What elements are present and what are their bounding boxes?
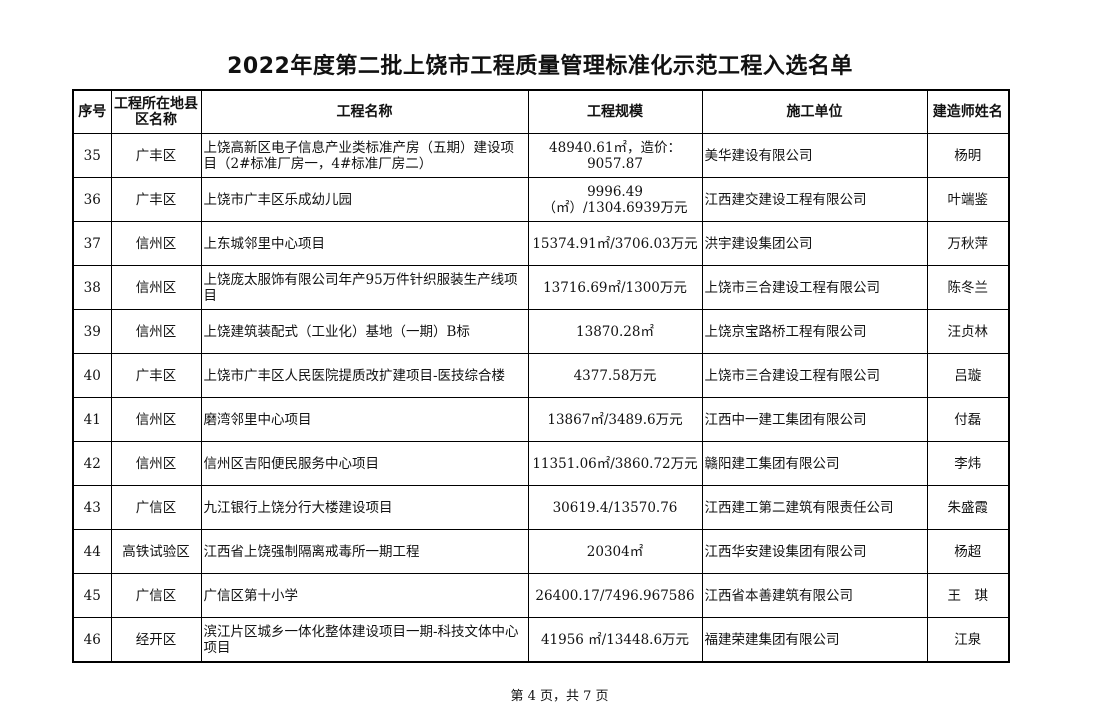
table-row: 38 信州区 上饶庞太服饰有限公司年产95万件针织服装生产线项目 13716.69㎡/… [72, 265, 1010, 310]
cell-project: 广信区第十小学 [200, 573, 529, 618]
cell-no: 38 [72, 265, 112, 310]
page-title: 2022年度第二批上饶市工程质量管理标准化示范工程入选名单 [227, 54, 853, 79]
cell-builder: 付磊 [926, 397, 1010, 442]
cell-no: 43 [72, 485, 112, 530]
cell-region: 信州区 [110, 265, 202, 310]
cell-project: 九江银行上饶分行大楼建设项目 [200, 485, 529, 530]
table-row: 43 广信区 九江银行上饶分行大楼建设项目 30619.4/13570.76 江西建工第… [72, 485, 1010, 530]
table-row: 41 信州区 磨湾邻里中心项目 13867㎡/3489.6万元 江西中一建工集团有限公司… [72, 397, 1010, 442]
cell-company: 上饶京宝路桥工程有限公司 [701, 309, 928, 354]
cell-project: 上饶市广丰区人民医院提质改扩建项目-医技综合楼 [200, 353, 529, 398]
cell-region: 信州区 [110, 441, 202, 486]
cell-region: 高铁试验区 [110, 529, 202, 574]
cell-builder: 杨明 [926, 133, 1010, 178]
cell-region: 经开区 [110, 617, 202, 663]
cell-no: 45 [72, 573, 112, 618]
cell-no: 44 [72, 529, 112, 574]
cell-scale: 30619.4/13570.76 [527, 485, 703, 530]
cell-builder: 江泉 [926, 617, 1010, 663]
cell-scale: 4377.58万元 [527, 353, 703, 398]
header-builder: 建造师姓名 [926, 89, 1010, 134]
cell-scale: 11351.06㎡/3860.72万元 [527, 441, 703, 486]
table-header-row: 序号 工程所在地县区名称 工程名称 工程规模 施工单位 建造师姓名 [72, 89, 1010, 134]
cell-no: 39 [72, 309, 112, 354]
cell-no: 46 [72, 617, 112, 663]
cell-project: 磨湾邻里中心项目 [200, 397, 529, 442]
cell-project: 上饶建筑装配式（工业化）基地（一期）B标 [200, 309, 529, 354]
cell-project: 上东城邻里中心项目 [200, 221, 529, 266]
header-project: 工程名称 [200, 89, 529, 134]
table-row: 39 信州区 上饶建筑装配式（工业化）基地（一期）B标 13870.28㎡ 上饶京宝路桥… [72, 309, 1010, 354]
cell-builder: 吕璇 [926, 353, 1010, 398]
table-row: 37 信州区 上东城邻里中心项目 15374.91㎡/3706.03万元 洪宇建设集团公… [72, 221, 1010, 266]
cell-no: 37 [72, 221, 112, 266]
cell-builder: 叶端鉴 [926, 177, 1010, 222]
cell-no: 35 [72, 133, 112, 178]
cell-builder: 陈冬兰 [926, 265, 1010, 310]
cell-scale: 13716.69㎡/1300万元 [527, 265, 703, 310]
cell-project: 上饶市广丰区乐成幼儿园 [200, 177, 529, 222]
cell-company: 福建荣建集团有限公司 [701, 617, 928, 663]
cell-builder: 万秋萍 [926, 221, 1010, 266]
cell-region: 广信区 [110, 485, 202, 530]
page-number: 第 4 页，共 7 页 [510, 689, 609, 704]
cell-builder: 王 琪 [926, 573, 1010, 618]
cell-builder: 汪贞林 [926, 309, 1010, 354]
cell-no: 42 [72, 441, 112, 486]
header-no: 序号 [72, 89, 112, 134]
table-row: 35 广丰区 上饶高新区电子信息产业类标准产房（五期）建设项目（2#标准厂房一，4#… [72, 133, 1010, 178]
header-company: 施工单位 [701, 89, 928, 134]
cell-builder: 朱盛霞 [926, 485, 1010, 530]
cell-scale: 15374.91㎡/3706.03万元 [527, 221, 703, 266]
table-row: 46 经开区 滨江片区城乡一体化整体建设项目一期-科技文体中心项目 41956 ㎡/1… [72, 617, 1010, 663]
cell-project: 信州区吉阳便民服务中心项目 [200, 441, 529, 486]
cell-scale: 9996.49（㎡）/1304.6939万元 [527, 177, 703, 222]
cell-region: 信州区 [110, 221, 202, 266]
cell-project: 上饶庞太服饰有限公司年产95万件针织服装生产线项目 [200, 265, 529, 310]
cell-no: 36 [72, 177, 112, 222]
cell-scale: 13867㎡/3489.6万元 [527, 397, 703, 442]
cell-region: 信州区 [110, 397, 202, 442]
cell-builder: 李炜 [926, 441, 1010, 486]
cell-scale: 13870.28㎡ [527, 309, 703, 354]
cell-project: 滨江片区城乡一体化整体建设项目一期-科技文体中心项目 [200, 617, 529, 663]
cell-region: 广信区 [110, 573, 202, 618]
cell-company: 江西中一建工集团有限公司 [701, 397, 928, 442]
cell-no: 41 [72, 397, 112, 442]
header-scale: 工程规模 [527, 89, 703, 134]
cell-company: 上饶市三合建设工程有限公司 [701, 353, 928, 398]
cell-scale: 26400.17/7496.967586 [527, 573, 703, 618]
table-row: 42 信州区 信州区吉阳便民服务中心项目 11351.06㎡/3860.72万元 赣阳建… [72, 441, 1010, 486]
project-table: 序号 工程所在地县区名称 工程名称 工程规模 施工单位 建造师姓名 35 广丰区上… [72, 89, 1010, 663]
cell-region: 广丰区 [110, 133, 202, 178]
table-row: 40 广丰区 上饶市广丰区人民医院提质改扩建项目-医技综合楼 4377.58万元 上饶市… [72, 353, 1010, 398]
cell-project: 上饶高新区电子信息产业类标准产房（五期）建设项目（2#标准厂房一，4#标准厂房二… [200, 133, 529, 178]
table-row: 45 广信区 广信区第十小学 26400.17/7496.967586 江西省本善建筑有… [72, 573, 1010, 618]
cell-company: 江西省本善建筑有限公司 [701, 573, 928, 618]
cell-company: 洪宇建设集团公司 [701, 221, 928, 266]
cell-scale: 41956 ㎡/13448.6万元 [527, 617, 703, 663]
header-region: 工程所在地县区名称 [110, 89, 202, 134]
cell-scale: 20304㎡ [527, 529, 703, 574]
cell-builder: 杨超 [926, 529, 1010, 574]
cell-project: 江西省上饶强制隔离戒毒所一期工程 [200, 529, 529, 574]
cell-company: 江西建交建设工程有限公司 [701, 177, 928, 222]
cell-region: 信州区 [110, 309, 202, 354]
table-row: 44 高铁试验区 江西省上饶强制隔离戒毒所一期工程 20304㎡ 江西华安建设集团有限公… [72, 529, 1010, 574]
cell-region: 广丰区 [110, 177, 202, 222]
cell-company: 江西华安建设集团有限公司 [701, 529, 928, 574]
cell-company: 江西建工第二建筑有限责任公司 [701, 485, 928, 530]
table-row: 36 广丰区 上饶市广丰区乐成幼儿园 9996.49（㎡）/1304.6939万元 江西… [72, 177, 1010, 222]
cell-no: 40 [72, 353, 112, 398]
cell-scale: 48940.61㎡，造价：9057.87 [527, 133, 703, 178]
cell-company: 美华建设有限公司 [701, 133, 928, 178]
cell-company: 上饶市三合建设工程有限公司 [701, 265, 928, 310]
cell-company: 赣阳建工集团有限公司 [701, 441, 928, 486]
cell-region: 广丰区 [110, 353, 202, 398]
